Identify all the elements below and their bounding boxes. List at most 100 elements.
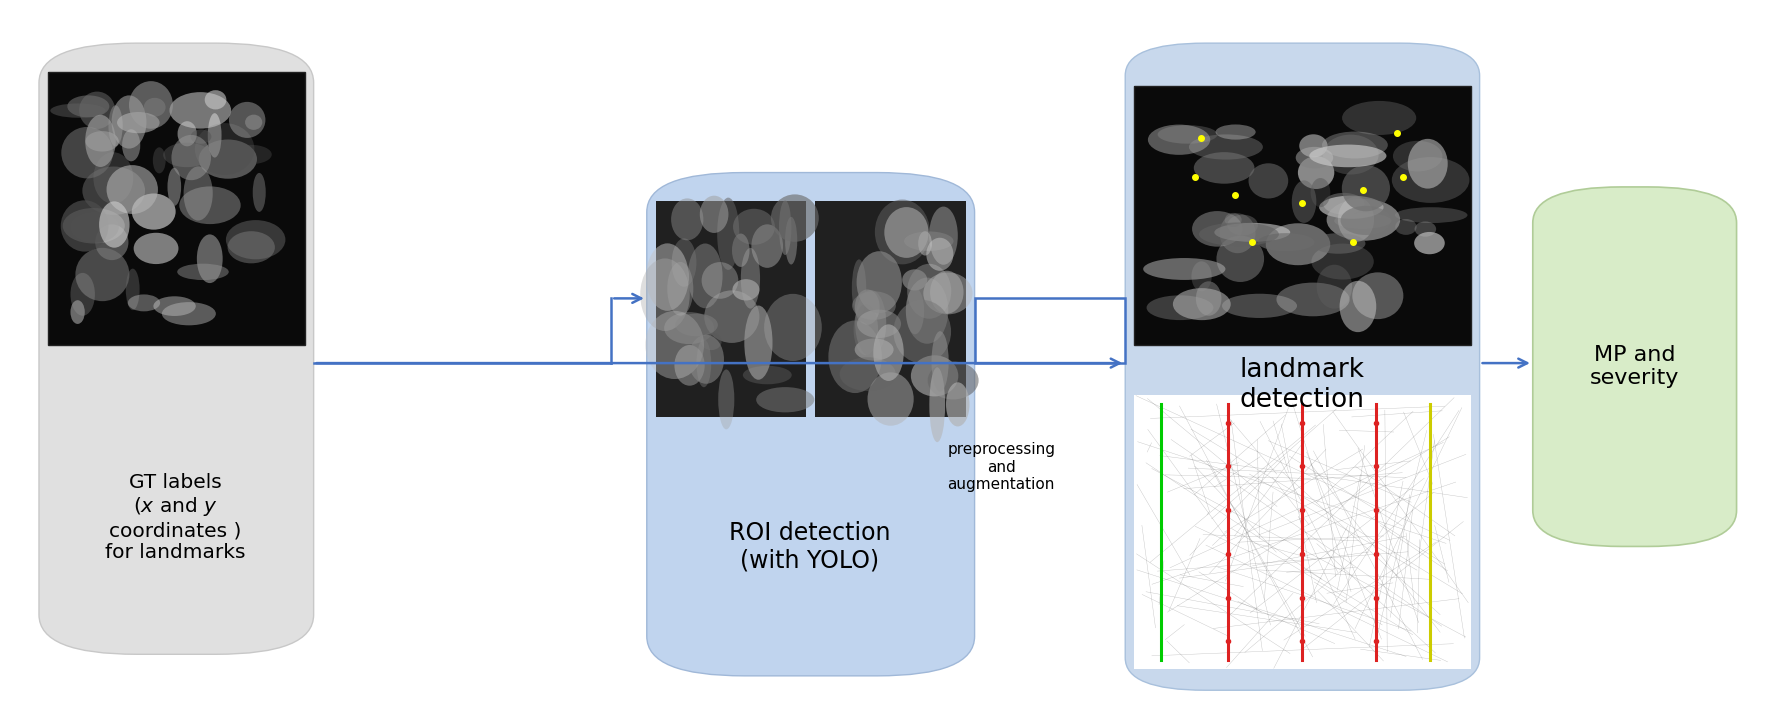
Ellipse shape	[179, 186, 241, 224]
Ellipse shape	[854, 290, 879, 325]
Ellipse shape	[946, 383, 969, 426]
Ellipse shape	[1148, 124, 1210, 155]
FancyBboxPatch shape	[1125, 43, 1480, 690]
Ellipse shape	[1341, 206, 1391, 235]
Bar	[1134, 395, 1471, 669]
Ellipse shape	[177, 122, 197, 146]
Ellipse shape	[929, 367, 944, 442]
Ellipse shape	[1297, 156, 1334, 189]
Ellipse shape	[854, 304, 879, 355]
Ellipse shape	[1196, 281, 1221, 316]
Ellipse shape	[856, 290, 886, 357]
Ellipse shape	[50, 104, 106, 118]
Ellipse shape	[828, 321, 882, 393]
Ellipse shape	[1393, 141, 1442, 171]
Ellipse shape	[129, 81, 174, 129]
Ellipse shape	[62, 208, 124, 244]
Ellipse shape	[71, 273, 96, 316]
Ellipse shape	[1214, 223, 1290, 242]
Ellipse shape	[1395, 219, 1416, 235]
Ellipse shape	[1407, 139, 1448, 188]
Ellipse shape	[1219, 214, 1256, 253]
Ellipse shape	[742, 366, 792, 384]
Ellipse shape	[1311, 244, 1373, 280]
Ellipse shape	[1173, 288, 1232, 320]
Ellipse shape	[1276, 283, 1350, 316]
Ellipse shape	[852, 260, 867, 317]
Ellipse shape	[106, 165, 158, 214]
Ellipse shape	[112, 96, 147, 149]
Ellipse shape	[1216, 236, 1263, 282]
Ellipse shape	[696, 339, 711, 388]
Ellipse shape	[675, 345, 705, 385]
Ellipse shape	[207, 113, 222, 157]
Ellipse shape	[195, 123, 255, 175]
Ellipse shape	[764, 294, 822, 361]
Ellipse shape	[911, 355, 959, 396]
Ellipse shape	[1194, 152, 1255, 183]
Ellipse shape	[647, 243, 689, 311]
Ellipse shape	[874, 324, 904, 381]
Ellipse shape	[245, 114, 262, 130]
Ellipse shape	[927, 238, 953, 271]
Bar	[48, 72, 305, 345]
Ellipse shape	[780, 201, 792, 255]
Ellipse shape	[688, 244, 723, 308]
Text: preprocessing
and
augmentation: preprocessing and augmentation	[948, 442, 1054, 493]
Ellipse shape	[122, 129, 140, 161]
Ellipse shape	[131, 193, 175, 229]
Text: ROI detection
(with YOLO): ROI detection (with YOLO)	[728, 521, 891, 572]
Ellipse shape	[1414, 221, 1435, 237]
Ellipse shape	[1338, 197, 1373, 242]
Ellipse shape	[751, 224, 783, 268]
Ellipse shape	[206, 90, 227, 109]
Ellipse shape	[1352, 273, 1403, 319]
Ellipse shape	[191, 129, 211, 144]
Ellipse shape	[1414, 232, 1444, 255]
Ellipse shape	[856, 251, 902, 313]
Ellipse shape	[168, 168, 181, 206]
Ellipse shape	[741, 248, 760, 308]
Ellipse shape	[640, 258, 689, 331]
Ellipse shape	[1191, 261, 1212, 291]
Ellipse shape	[854, 339, 893, 361]
Ellipse shape	[718, 198, 739, 270]
Ellipse shape	[923, 273, 973, 314]
Ellipse shape	[1327, 199, 1400, 241]
Ellipse shape	[1265, 224, 1331, 265]
Ellipse shape	[757, 387, 815, 413]
Ellipse shape	[1249, 163, 1288, 198]
Ellipse shape	[163, 142, 211, 167]
Ellipse shape	[1223, 294, 1297, 318]
Ellipse shape	[82, 167, 145, 215]
Ellipse shape	[905, 288, 925, 334]
Ellipse shape	[117, 112, 159, 133]
Ellipse shape	[1341, 101, 1416, 135]
Ellipse shape	[771, 194, 819, 242]
Ellipse shape	[668, 262, 693, 316]
FancyBboxPatch shape	[1533, 187, 1737, 546]
Ellipse shape	[1340, 281, 1377, 332]
Ellipse shape	[858, 310, 900, 338]
Ellipse shape	[1224, 213, 1242, 227]
Ellipse shape	[1216, 124, 1256, 139]
Ellipse shape	[702, 262, 739, 299]
Ellipse shape	[688, 335, 725, 384]
Ellipse shape	[918, 232, 932, 255]
Ellipse shape	[67, 96, 110, 117]
Ellipse shape	[907, 264, 952, 319]
FancyBboxPatch shape	[647, 173, 975, 676]
Text: GT labels
($x$ and $y$
coordinates )
for landmarks: GT labels ($x$ and $y$ coordinates ) for…	[105, 473, 246, 562]
Ellipse shape	[1341, 165, 1389, 211]
Ellipse shape	[80, 91, 115, 129]
Ellipse shape	[700, 196, 728, 233]
Bar	[656, 201, 806, 417]
Ellipse shape	[732, 279, 760, 301]
Ellipse shape	[144, 98, 165, 116]
Ellipse shape	[60, 201, 108, 252]
FancyBboxPatch shape	[39, 43, 314, 654]
Ellipse shape	[718, 370, 734, 429]
Ellipse shape	[1143, 258, 1226, 280]
Ellipse shape	[702, 332, 721, 350]
Ellipse shape	[1317, 265, 1352, 308]
